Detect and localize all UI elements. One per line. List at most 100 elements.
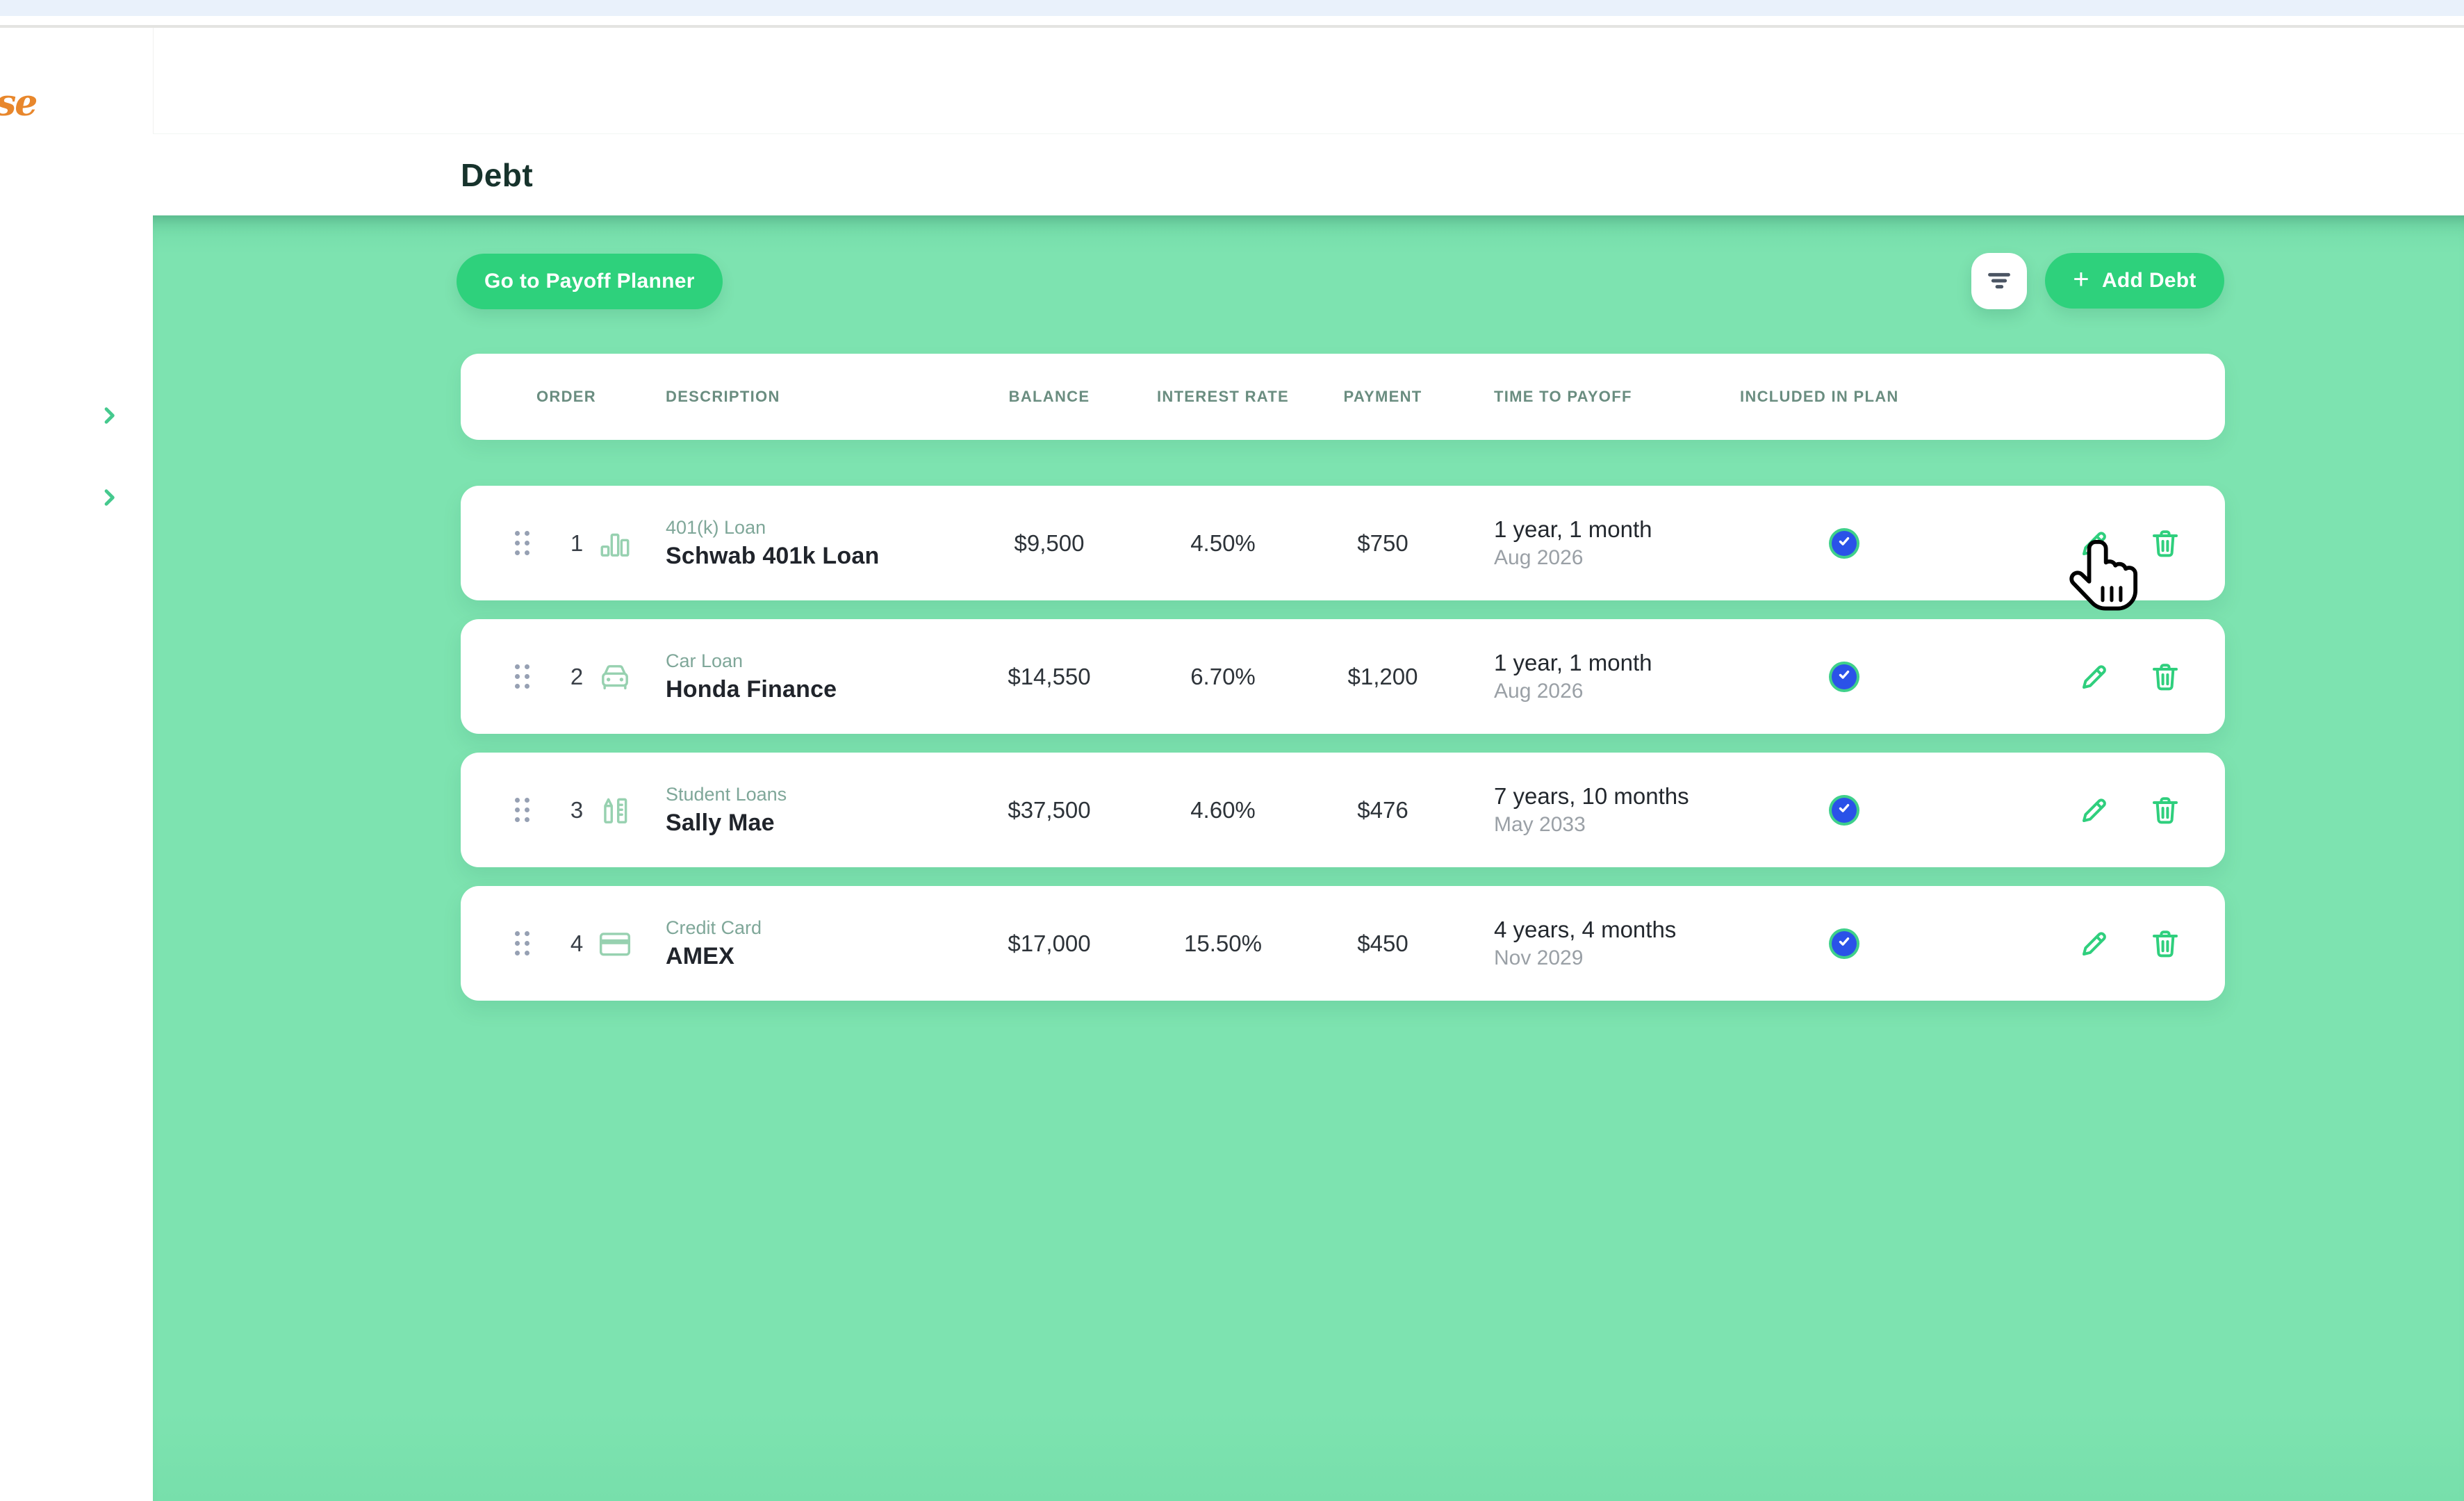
browser-top-strip <box>0 0 2464 16</box>
edit-button[interactable] <box>2078 527 2111 560</box>
payoff-date: Aug 2026 <box>1494 680 1730 703</box>
education-icon <box>598 793 632 828</box>
topbar <box>153 28 2464 133</box>
debt-row: 2 Car Loan Honda Finance $14,550 6.70% $… <box>461 619 2225 734</box>
drag-dots-icon <box>515 931 529 955</box>
pencil-icon <box>2078 952 2111 962</box>
edit-button[interactable] <box>2078 660 2111 694</box>
drag-dots-icon <box>515 798 529 822</box>
included-cell <box>1730 931 1857 956</box>
row-actions <box>2078 794 2225 827</box>
interest-rate-value: 4.60% <box>1190 797 1256 823</box>
bar-chart-icon <box>598 526 632 561</box>
debt-type-label: Car Loan <box>666 650 945 672</box>
included-cell <box>1730 664 1857 689</box>
payoff-date: May 2033 <box>1494 813 1730 837</box>
row-actions <box>2078 527 2225 560</box>
sidebar: se <box>0 28 153 1501</box>
column-header-included-in-plan: INCLUDED IN PLAN <box>1730 388 1899 406</box>
payment-value: $750 <box>1357 530 1408 557</box>
debt-type-label: 401(k) Loan <box>666 517 945 539</box>
payoff-duration: 7 years, 10 months <box>1494 783 1730 810</box>
payoff-duration: 1 year, 1 month <box>1494 516 1730 543</box>
row-order-number: 2 <box>570 664 583 690</box>
drag-handle[interactable] <box>461 798 529 822</box>
debt-name: Schwab 401k Loan <box>666 543 945 570</box>
chevron-right-icon <box>98 418 120 429</box>
filter-icon <box>1983 264 2015 298</box>
add-debt-label: Add Debt <box>2102 269 2196 293</box>
interest-rate-value: 15.50% <box>1184 930 1262 957</box>
time-to-payoff: 1 year, 1 month Aug 2026 <box>1473 516 1730 570</box>
included-cell <box>1730 798 1857 823</box>
checkmark-icon <box>1836 666 1853 687</box>
pencil-icon <box>2078 552 2111 562</box>
drag-handle[interactable] <box>461 931 529 955</box>
delete-button[interactable] <box>2149 927 2182 960</box>
included-in-plan-checkbox[interactable] <box>1832 931 1857 956</box>
pencil-icon <box>2078 685 2111 696</box>
included-cell <box>1730 531 1857 556</box>
debt-type-label: Student Loans <box>666 784 945 805</box>
row-actions <box>2078 927 2225 960</box>
trash-icon <box>2149 819 2182 829</box>
chevron-right-icon <box>98 500 120 511</box>
payoff-duration: 1 year, 1 month <box>1494 650 1730 676</box>
app-logo: se <box>0 82 36 124</box>
balance-value: $9,500 <box>1015 530 1085 557</box>
balance-value: $17,000 <box>1008 930 1090 957</box>
page-title: Debt <box>461 156 533 194</box>
sidebar-expand-chevron-1[interactable] <box>98 404 120 427</box>
included-in-plan-checkbox[interactable] <box>1832 798 1857 823</box>
filter-button[interactable] <box>1971 253 2027 309</box>
edit-button[interactable] <box>2078 794 2111 827</box>
column-header-time-to-payoff: TIME TO PAYOFF <box>1473 388 1632 406</box>
debt-name: AMEX <box>666 943 945 970</box>
credit-card-icon <box>598 926 632 961</box>
included-in-plan-checkbox[interactable] <box>1832 664 1857 689</box>
drag-handle[interactable] <box>461 531 529 555</box>
debt-type-label: Credit Card <box>666 917 945 939</box>
sidebar-expand-chevron-2[interactable] <box>98 486 120 509</box>
delete-button[interactable] <box>2149 794 2182 827</box>
time-to-payoff: 4 years, 4 months Nov 2029 <box>1473 917 1730 970</box>
edit-button[interactable] <box>2078 927 2111 960</box>
row-description: Student Loans Sally Mae <box>653 784 945 837</box>
checkmark-icon <box>1836 800 1853 820</box>
column-header-order: ORDER <box>536 388 596 406</box>
trash-icon <box>2149 952 2182 962</box>
debt-name: Sally Mae <box>666 810 945 837</box>
checkmark-icon <box>1836 933 1853 953</box>
browser-strip-lower <box>0 16 2464 25</box>
drag-handle[interactable] <box>461 664 529 689</box>
column-header-balance: BALANCE <box>1009 388 1090 406</box>
pencil-icon <box>2078 819 2111 829</box>
drag-dots-icon <box>515 531 529 555</box>
drag-dots-icon <box>515 664 529 689</box>
row-description: Car Loan Honda Finance <box>653 650 945 703</box>
add-debt-button[interactable]: + Add Debt <box>2045 253 2224 309</box>
row-actions <box>2078 660 2225 694</box>
debt-row: 4 Credit Card AMEX $17,000 15.50% $450 4… <box>461 886 2225 1001</box>
row-order-number: 1 <box>570 530 583 557</box>
table-header: ORDER DESCRIPTION BALANCE INTEREST RATE … <box>461 354 2225 440</box>
balance-value: $14,550 <box>1008 664 1090 690</box>
column-header-interest-rate: INTEREST RATE <box>1157 388 1289 406</box>
car-icon <box>598 659 632 694</box>
row-order-number: 3 <box>570 797 583 823</box>
checkmark-icon <box>1836 533 1853 553</box>
column-header-description: DESCRIPTION <box>653 388 780 406</box>
payment-value: $450 <box>1357 930 1408 957</box>
delete-button[interactable] <box>2149 660 2182 694</box>
column-header-payment: PAYMENT <box>1343 388 1422 406</box>
content-area: Go to Payoff Planner + Add Debt ORDER DE… <box>153 215 2464 1501</box>
delete-button[interactable] <box>2149 527 2182 560</box>
go-to-payoff-planner-button[interactable]: Go to Payoff Planner <box>457 254 723 309</box>
payoff-date: Aug 2026 <box>1494 546 1730 570</box>
row-description: Credit Card AMEX <box>653 917 945 970</box>
debt-row: 3 Student Loans Sally Mae $37,500 4.60% … <box>461 753 2225 867</box>
included-in-plan-checkbox[interactable] <box>1832 531 1857 556</box>
debt-row: 1 401(k) Loan Schwab 401k Loan $9,500 4.… <box>461 486 2225 600</box>
payment-value: $476 <box>1357 797 1408 823</box>
page-header: Debt <box>153 133 2464 215</box>
